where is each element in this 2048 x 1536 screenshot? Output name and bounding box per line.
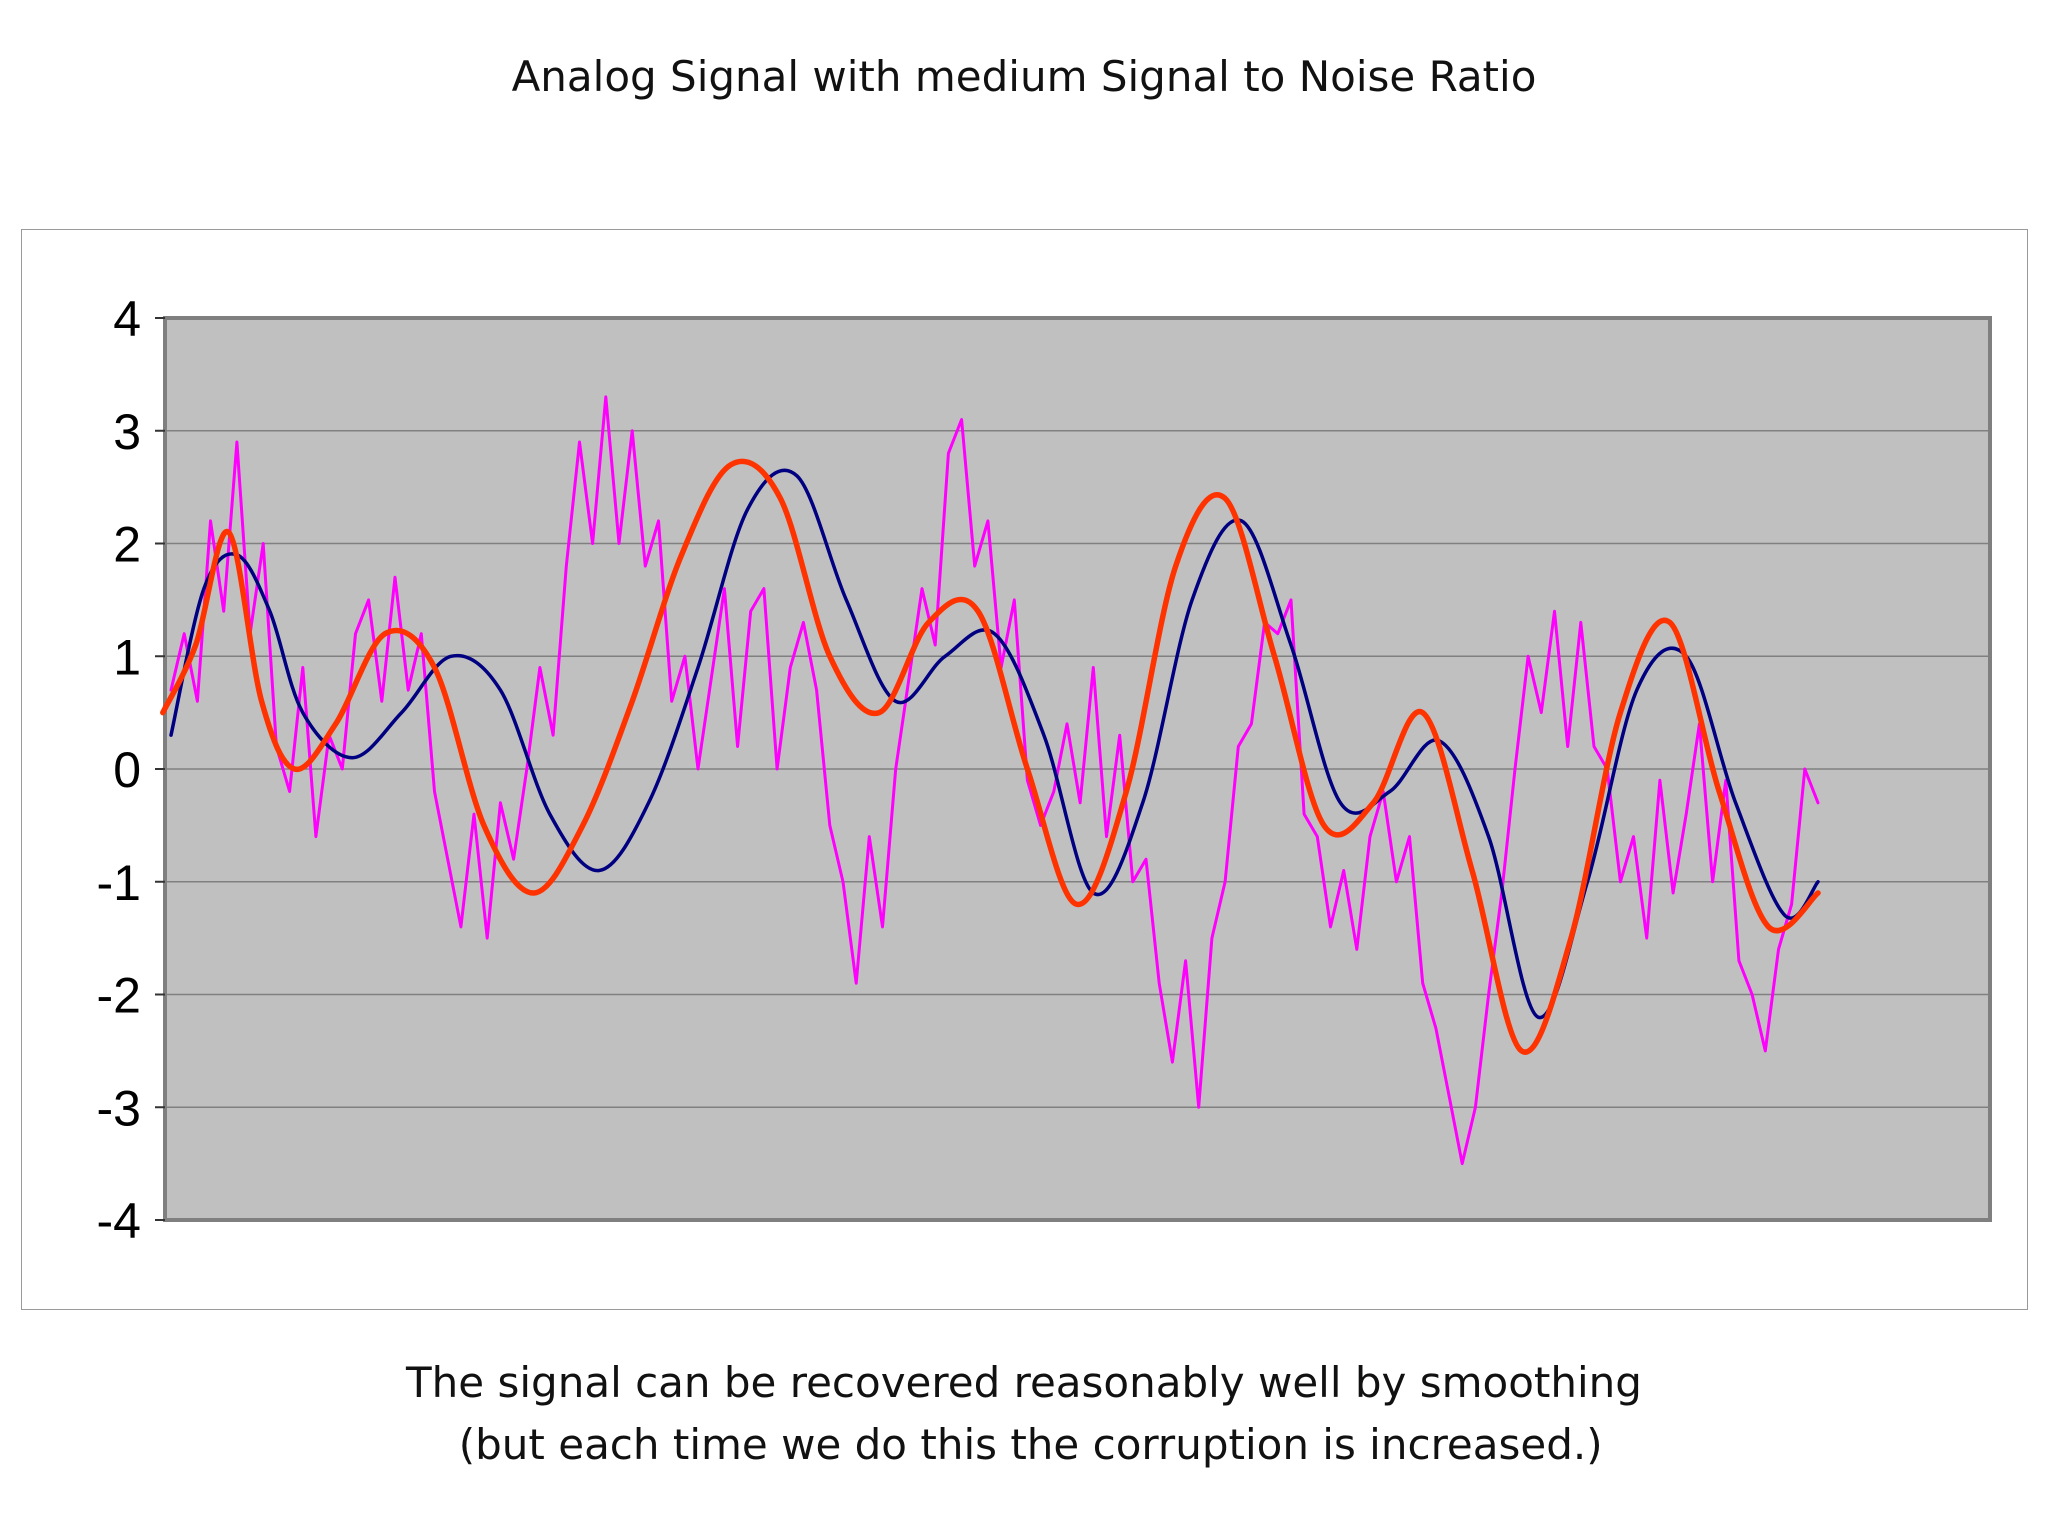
chart-frame: 4 3 2 1 0 -1 -2 -3 -4	[21, 229, 2028, 1310]
series-line-noisy	[169, 395, 1820, 1166]
y-tick-label: -3	[97, 1080, 141, 1136]
y-axis-tick-labels: 4 3 2 1 0 -1 -2 -3 -4	[97, 291, 165, 1249]
slide-caption: The signal can be recovered reasonably w…	[0, 1352, 2048, 1476]
series-group	[160, 395, 1821, 1166]
caption-line-1: The signal can be recovered reasonably w…	[406, 1358, 1642, 1407]
line-chart: 4 3 2 1 0 -1 -2 -3 -4	[97, 291, 1992, 1249]
gridlines	[165, 430, 1990, 1108]
y-tick-label: -4	[97, 1193, 141, 1249]
y-tick-label: 2	[113, 517, 141, 573]
y-tick-label: 0	[113, 742, 141, 798]
y-tick-label: -2	[97, 968, 141, 1024]
y-tick-label: 3	[113, 404, 141, 460]
y-tick-label: -1	[97, 855, 141, 911]
caption-line-2: (but each time we do this the corruption…	[445, 1420, 1603, 1469]
series-line-smoothed	[160, 458, 1821, 1055]
y-tick-label: 4	[113, 291, 141, 347]
slide-title: Analog Signal with medium Signal to Nois…	[511, 52, 1537, 101]
y-tick-label: 1	[113, 629, 141, 685]
